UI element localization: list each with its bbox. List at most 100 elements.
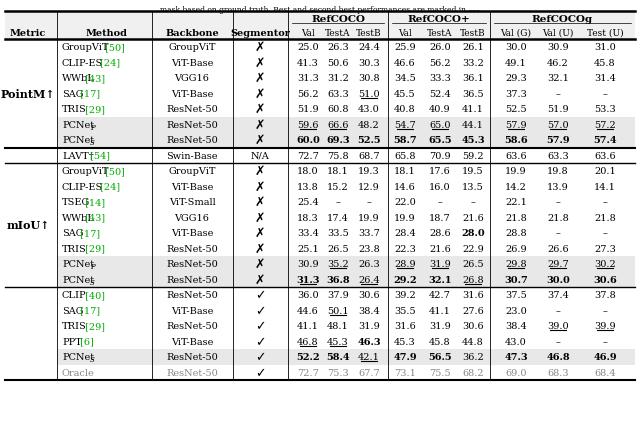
Text: 65.0: 65.0 <box>429 121 451 129</box>
Text: ResNet-50: ResNet-50 <box>166 260 218 269</box>
Text: ViT-Base: ViT-Base <box>171 337 213 346</box>
Text: 24.4: 24.4 <box>358 43 380 52</box>
Text: 25.9: 25.9 <box>394 43 416 52</box>
Text: 30.6: 30.6 <box>358 291 380 299</box>
Text: ResNet-50: ResNet-50 <box>166 291 218 299</box>
Text: 57.2: 57.2 <box>594 121 616 129</box>
Text: 30.7: 30.7 <box>504 275 528 284</box>
Text: 51.9: 51.9 <box>547 105 569 114</box>
Text: 52.2: 52.2 <box>296 352 320 362</box>
Text: 46.2: 46.2 <box>547 59 569 68</box>
Text: 34.5: 34.5 <box>394 74 416 83</box>
Text: 47.9: 47.9 <box>393 352 417 362</box>
Text: 13.8: 13.8 <box>297 182 319 191</box>
Text: ResNet-50: ResNet-50 <box>166 244 218 253</box>
Text: ViT-Base: ViT-Base <box>171 59 213 68</box>
Text: 30.9: 30.9 <box>547 43 569 52</box>
Text: 63.6: 63.6 <box>594 151 616 161</box>
Text: 22.0: 22.0 <box>394 198 416 207</box>
Text: 26.5: 26.5 <box>462 260 484 269</box>
Text: 30.3: 30.3 <box>358 59 380 68</box>
Text: ✓: ✓ <box>255 366 265 379</box>
Text: Metric: Metric <box>10 29 46 37</box>
Text: 36.0: 36.0 <box>297 291 319 299</box>
Text: Oracle: Oracle <box>62 368 95 377</box>
Text: VGG16: VGG16 <box>175 74 209 83</box>
Text: 57.9: 57.9 <box>505 121 527 129</box>
Text: –: – <box>603 337 607 346</box>
Text: 29.2: 29.2 <box>393 275 417 284</box>
Text: –: – <box>556 306 561 315</box>
Text: [40]: [40] <box>82 291 105 299</box>
Text: CLIP-ES: CLIP-ES <box>62 182 103 191</box>
Text: 70.9: 70.9 <box>429 151 451 161</box>
Text: 26.8: 26.8 <box>462 275 484 284</box>
Text: 21.8: 21.8 <box>594 213 616 222</box>
Text: 40.9: 40.9 <box>429 105 451 114</box>
Text: P: P <box>90 263 95 271</box>
Text: [14]: [14] <box>82 198 106 207</box>
Text: Swin-Base: Swin-Base <box>166 151 218 161</box>
Text: ✗: ✗ <box>255 211 265 224</box>
Text: 51.0: 51.0 <box>358 89 380 99</box>
Text: 75.3: 75.3 <box>327 368 349 377</box>
Text: 30.6: 30.6 <box>462 322 484 330</box>
Text: 31.3: 31.3 <box>297 74 319 83</box>
Text: 45.3: 45.3 <box>327 337 349 346</box>
Text: 48.2: 48.2 <box>358 121 380 129</box>
Text: 27.6: 27.6 <box>462 306 484 315</box>
Text: 60.0: 60.0 <box>296 136 320 145</box>
Text: WWbL: WWbL <box>62 74 95 83</box>
Text: 58.4: 58.4 <box>326 352 350 362</box>
Text: 46.9: 46.9 <box>593 352 617 362</box>
Text: 42.1: 42.1 <box>358 352 380 362</box>
Text: [17]: [17] <box>77 229 100 238</box>
Text: 57.9: 57.9 <box>546 136 570 145</box>
Text: Val: Val <box>398 29 412 37</box>
Text: 58.7: 58.7 <box>393 136 417 145</box>
Text: 37.9: 37.9 <box>327 291 349 299</box>
Text: TRIS: TRIS <box>62 105 87 114</box>
Text: 43.0: 43.0 <box>505 337 527 346</box>
Text: 29.3: 29.3 <box>505 74 527 83</box>
Text: PCNet: PCNet <box>62 121 94 129</box>
Text: 60.8: 60.8 <box>327 105 349 114</box>
Text: ✗: ✗ <box>255 258 265 271</box>
Text: 46.8: 46.8 <box>546 352 570 362</box>
Text: 26.3: 26.3 <box>358 260 380 269</box>
Text: [43]: [43] <box>82 213 106 222</box>
Text: 18.3: 18.3 <box>297 213 319 222</box>
Text: [43]: [43] <box>82 74 106 83</box>
Text: TestA: TestA <box>428 29 452 37</box>
Text: ✗: ✗ <box>255 56 265 69</box>
Text: 39.0: 39.0 <box>547 322 569 330</box>
Text: –: – <box>603 306 607 315</box>
Text: –: – <box>367 198 371 207</box>
Text: 37.5: 37.5 <box>505 291 527 299</box>
Text: Segmentor: Segmentor <box>230 29 290 37</box>
Text: Val: Val <box>301 29 315 37</box>
Text: 63.6: 63.6 <box>505 151 527 161</box>
Text: P: P <box>90 123 95 132</box>
Text: 56.2: 56.2 <box>297 89 319 99</box>
Text: 21.6: 21.6 <box>429 244 451 253</box>
Text: [29]: [29] <box>82 105 105 114</box>
Text: 36.2: 36.2 <box>462 352 484 362</box>
Text: 75.5: 75.5 <box>429 368 451 377</box>
Text: [29]: [29] <box>82 244 105 253</box>
Text: 21.8: 21.8 <box>547 213 569 222</box>
Text: VGG16: VGG16 <box>175 213 209 222</box>
Text: 36.1: 36.1 <box>462 74 484 83</box>
Text: 26.6: 26.6 <box>547 244 569 253</box>
Text: 33.2: 33.2 <box>462 59 484 68</box>
Text: 68.4: 68.4 <box>594 368 616 377</box>
Text: –: – <box>603 229 607 238</box>
Text: ✗: ✗ <box>255 134 265 147</box>
Text: 26.4: 26.4 <box>358 275 380 284</box>
Text: ✗: ✗ <box>255 72 265 85</box>
Text: 41.3: 41.3 <box>297 59 319 68</box>
Text: 28.4: 28.4 <box>394 229 416 238</box>
Text: 73.1: 73.1 <box>394 368 416 377</box>
Text: ResNet-50: ResNet-50 <box>166 121 218 129</box>
Text: 14.2: 14.2 <box>505 182 527 191</box>
